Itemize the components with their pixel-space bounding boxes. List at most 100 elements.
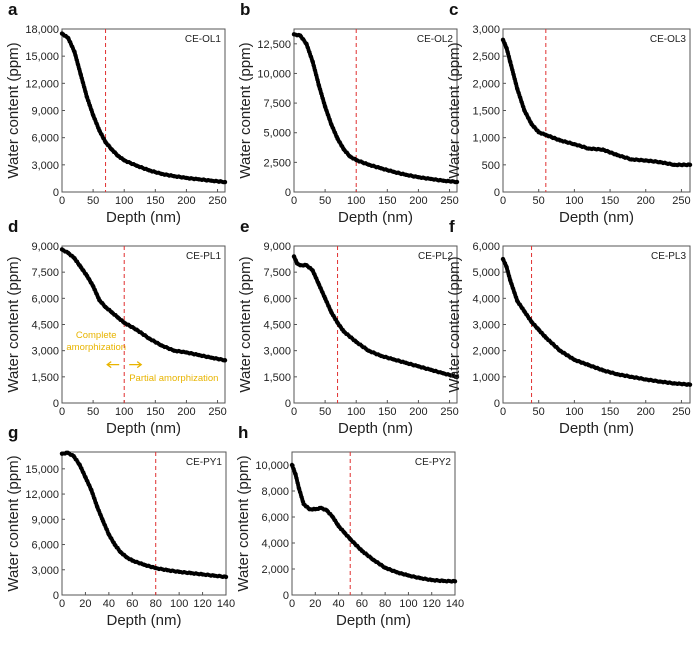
- x-tick-label: 120: [193, 598, 211, 610]
- x-tick-label: 60: [126, 598, 138, 610]
- y-tick-label: 10,000: [257, 68, 291, 80]
- y-axis-label: Water content (ppm): [446, 42, 463, 178]
- y-tick-label: 2,000: [472, 346, 500, 358]
- x-tick-label: 250: [672, 406, 690, 418]
- annotation-partial: Partial amorphization: [129, 373, 218, 384]
- y-tick-label: 12,000: [25, 489, 59, 501]
- y-tick-label: 1,500: [472, 106, 500, 118]
- x-tick-label: 150: [601, 406, 619, 418]
- panel-letter: c: [449, 0, 458, 19]
- x-tick-label: 0: [500, 195, 506, 207]
- data-points: [289, 462, 458, 584]
- data-point: [687, 162, 693, 168]
- y-tick-label: 3,000: [263, 346, 291, 358]
- x-tick-label: 150: [146, 406, 164, 418]
- y-tick-label: 3,000: [472, 24, 500, 36]
- sample-label: CE-OL3: [650, 34, 687, 45]
- y-tick-label: 2,500: [472, 51, 500, 63]
- data-points: [59, 450, 229, 580]
- y-axis-label: Water content (ppm): [5, 256, 22, 392]
- y-tick-label: 3,000: [31, 565, 59, 577]
- plot-frame: [61, 451, 227, 596]
- x-axis-label: Depth (nm): [336, 612, 411, 629]
- y-tick-label: 4,500: [31, 320, 59, 332]
- panel-a: a 0 50 100 150 200 250 0 3,000 6,000 9,000 12,000 15…: [5, 0, 228, 226]
- x-tick-label: 140: [217, 598, 235, 610]
- y-tick-label: 2,000: [261, 564, 289, 576]
- x-tick-label: 100: [170, 598, 188, 610]
- y-tick-label: 2,000: [472, 78, 500, 90]
- x-tick-label: 0: [59, 406, 65, 418]
- x-tick-label: 250: [440, 406, 458, 418]
- y-tick-label: 0: [53, 398, 59, 410]
- y-axis-label: Water content (ppm): [446, 256, 463, 392]
- y-tick-label: 15,000: [25, 464, 59, 476]
- y-tick-label: 7,500: [263, 98, 291, 110]
- x-tick-label: 250: [208, 195, 226, 207]
- plot-frame: [293, 245, 458, 404]
- x-tick-label: 0: [500, 406, 506, 418]
- plot-frame: [293, 28, 458, 193]
- x-axis-label: Depth (nm): [338, 420, 413, 437]
- y-axis-label: Water content (ppm): [235, 455, 252, 591]
- x-tick-label: 150: [378, 195, 396, 207]
- y-tick-label: 6,000: [31, 133, 59, 145]
- x-axis-label: Depth (nm): [106, 420, 181, 437]
- y-tick-label: 6,000: [31, 293, 59, 305]
- y-tick-label: 0: [285, 398, 291, 410]
- y-tick-label: 5,000: [472, 267, 500, 279]
- x-tick-label: 100: [115, 195, 133, 207]
- data-point: [687, 382, 693, 387]
- panel-letter: d: [8, 217, 18, 236]
- panel-letter: e: [240, 217, 249, 236]
- y-tick-label: 8,000: [261, 486, 289, 498]
- y-tick-label: 1,000: [472, 133, 500, 145]
- y-tick-label: 3,000: [31, 160, 59, 172]
- x-tick-label: 0: [291, 195, 297, 207]
- annotation-complete-line2: amorphization: [66, 342, 126, 353]
- panel-b: b 0 50 100 150 200 250 0 2,500 5,000 7,500 10,000 12…: [237, 0, 460, 226]
- sample-label: CE-PL2: [418, 251, 453, 262]
- x-tick-label: 200: [409, 406, 427, 418]
- x-tick-label: 140: [446, 598, 464, 610]
- x-tick-label: 0: [59, 598, 65, 610]
- y-tick-label: 0: [53, 590, 59, 602]
- x-axis-label: Depth (nm): [338, 209, 413, 226]
- data-point: [452, 579, 458, 584]
- y-tick-label: 6,000: [261, 512, 289, 524]
- x-tick-label: 50: [87, 195, 99, 207]
- x-axis-label: Depth (nm): [559, 209, 634, 226]
- panel-e: e 0 50 100 150 200 250 0 1,500 3,000 4,500 6,000 7,5…: [237, 217, 460, 437]
- x-tick-label: 0: [59, 195, 65, 207]
- panel-h: h 0 20 40 60 80 100 120 140 0 2,000 4,000 6,000 8,000…: [235, 423, 464, 629]
- y-tick-label: 6,000: [263, 293, 291, 305]
- x-tick-label: 250: [208, 406, 226, 418]
- x-tick-label: 150: [146, 195, 164, 207]
- annotation-complete-line1: Complete: [76, 330, 117, 341]
- y-tick-label: 0: [494, 398, 500, 410]
- y-tick-label: 0: [285, 187, 291, 199]
- y-tick-label: 12,000: [25, 78, 59, 90]
- y-tick-label: 0: [494, 187, 500, 199]
- plot-frame: [291, 451, 456, 596]
- data-points: [59, 247, 228, 363]
- x-tick-label: 100: [347, 406, 365, 418]
- x-tick-label: 50: [87, 406, 99, 418]
- y-tick-label: 7,500: [31, 267, 59, 279]
- x-tick-label: 150: [601, 195, 619, 207]
- sample-label: CE-PL1: [186, 251, 221, 262]
- panel-letter: b: [240, 0, 250, 19]
- panel-letter: h: [238, 423, 248, 442]
- x-tick-label: 100: [565, 195, 583, 207]
- x-tick-label: 20: [79, 598, 91, 610]
- panel-letter: g: [8, 423, 18, 442]
- data-point: [222, 179, 228, 185]
- x-tick-label: 150: [378, 406, 396, 418]
- x-tick-label: 60: [356, 598, 368, 610]
- y-tick-label: 0: [283, 590, 289, 602]
- y-tick-label: 0: [53, 187, 59, 199]
- y-axis-label: Water content (ppm): [237, 256, 254, 392]
- sample-label: CE-PL3: [651, 251, 686, 262]
- x-tick-label: 50: [533, 195, 545, 207]
